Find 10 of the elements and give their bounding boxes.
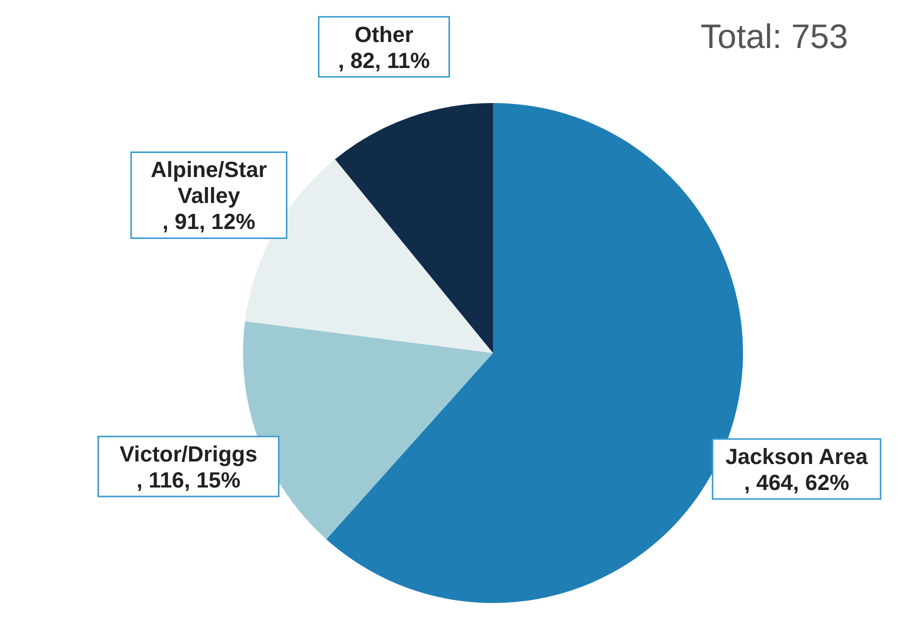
data-label: , 82, 11%	[338, 48, 430, 73]
pie-slice	[334, 103, 493, 353]
data-label: , 116, 15%	[136, 467, 240, 492]
data-label: , 464, 62%	[744, 470, 850, 496]
slice-label: Victor/Driggs	[120, 441, 258, 466]
slice-label: Jackson Area	[725, 444, 868, 470]
slice-label: Other	[354, 22, 414, 47]
data-label: , 91, 12%	[162, 209, 256, 234]
slice-label: Alpine/Star Valley	[150, 157, 268, 208]
text: Total: 753	[700, 18, 848, 57]
